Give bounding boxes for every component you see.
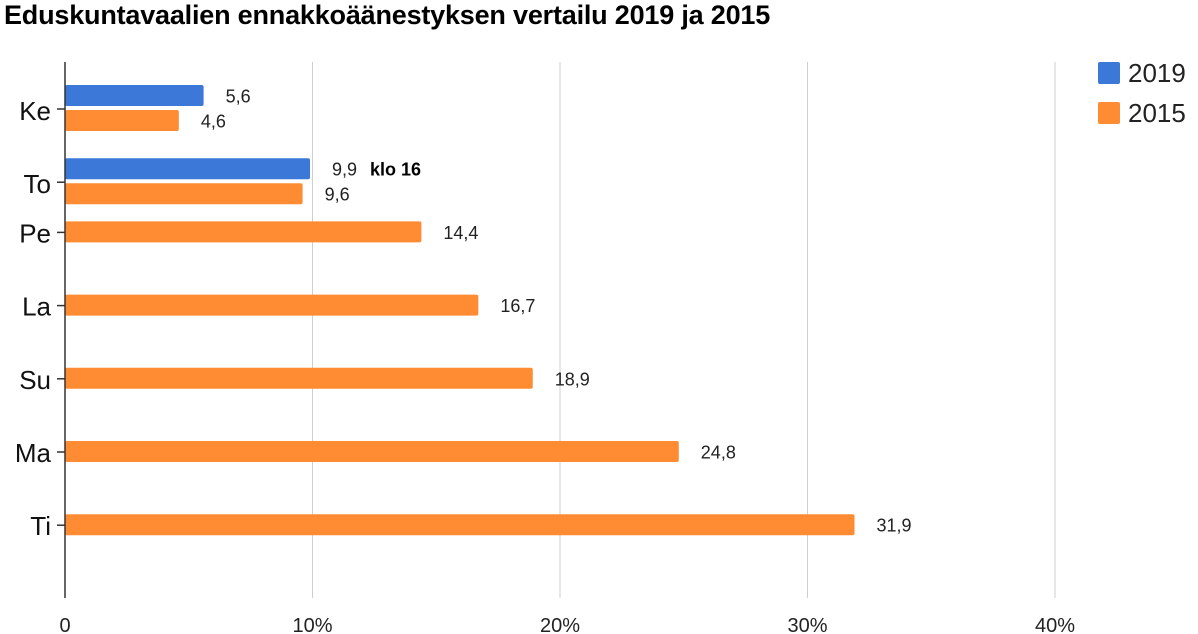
category-label-ma: Ma: [15, 438, 52, 468]
data-labels: 5,64,6 9,9 9,6 14,4 16,7 18,9 24,8 31,9 klo 16: [201, 87, 912, 536]
bar-2019-ke: [65, 85, 204, 106]
category-label-pe: Pe: [19, 218, 51, 248]
x-tick-label-0: 0: [59, 615, 70, 634]
category-label-to: To: [24, 169, 51, 199]
legend: 2019 2015: [1098, 58, 1186, 128]
bar-2015-su: [65, 367, 533, 389]
data-label-2019-to: 9,9: [332, 160, 357, 180]
category-label-la: La: [22, 292, 51, 322]
bar-2015-ma: [65, 441, 679, 462]
bar-2019-to: [65, 158, 311, 180]
legend-swatch-2015: [1098, 102, 1120, 124]
category-label-ti: Ti: [30, 511, 51, 541]
gridlines: [312, 62, 1056, 598]
annotation-klo-16: klo 16: [370, 160, 421, 180]
data-label-2015-la: 16,7: [500, 296, 535, 316]
data-label-2015-to: 9,6: [325, 185, 350, 205]
x-tick-label-20: 20%: [540, 615, 580, 634]
bar-2015-pe: [65, 221, 422, 243]
bar-2015-la: [65, 294, 479, 316]
chart-title: Eduskuntavaalien ennakkoäänestyksen vert…: [4, 0, 771, 30]
x-tick-label-30: 30%: [787, 615, 827, 634]
bar-2015-ke: [65, 110, 179, 131]
x-tick-label-10: 10%: [292, 615, 332, 634]
category-label-ke: Ke: [19, 96, 51, 126]
data-label-2019-ke: 5,6: [226, 87, 251, 107]
category-label-su: Su: [19, 365, 51, 395]
bar-2015-ti: [65, 514, 855, 536]
data-label-2015-ke: 4,6: [201, 112, 226, 132]
legend-swatch-2019: [1098, 62, 1120, 84]
data-label-2015-ti: 31,9: [877, 516, 912, 536]
x-tick-label-40: 40%: [1035, 615, 1075, 634]
data-label-2015-pe: 14,4: [443, 223, 478, 243]
legend-label-2015: 2015: [1128, 98, 1186, 128]
bar-2015-to: [65, 183, 303, 205]
data-label-2015-ma: 24,8: [701, 443, 736, 463]
legend-label-2019: 2019: [1128, 58, 1186, 88]
data-label-2015-su: 18,9: [555, 369, 590, 389]
bars: [65, 85, 855, 536]
axes: 0 10% 20% 30% 40% Ke To Pe La Su Ma Ti: [15, 62, 1075, 634]
